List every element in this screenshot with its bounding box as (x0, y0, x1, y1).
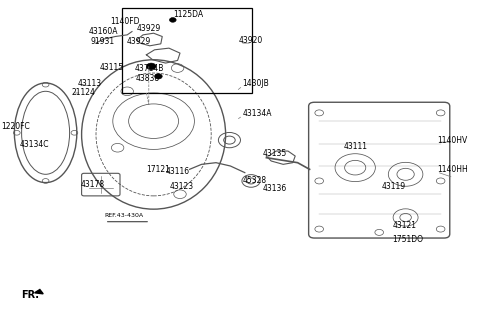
Text: 43178: 43178 (81, 180, 105, 190)
Text: 43119: 43119 (382, 182, 406, 192)
Text: 1751DO: 1751DO (393, 235, 424, 244)
Text: 43134C: 43134C (19, 140, 48, 149)
Text: 43920: 43920 (239, 36, 263, 45)
Text: 1140HV: 1140HV (437, 135, 467, 145)
Text: 43160A: 43160A (89, 27, 118, 36)
Text: 17121: 17121 (146, 165, 170, 175)
Text: 1140HH: 1140HH (437, 165, 468, 175)
Text: 43929: 43929 (126, 37, 151, 46)
Text: 43838: 43838 (135, 73, 159, 83)
Text: 43135: 43135 (263, 149, 288, 158)
Text: 1220FC: 1220FC (1, 122, 30, 131)
Bar (122, 8, 252, 93)
Text: 43714B: 43714B (134, 63, 164, 73)
Text: 43111: 43111 (343, 142, 367, 151)
Polygon shape (35, 290, 43, 294)
Text: 43929: 43929 (137, 24, 161, 33)
Circle shape (146, 63, 156, 70)
Text: 45328: 45328 (242, 176, 266, 186)
Text: 1125DA: 1125DA (173, 10, 203, 20)
Text: 21124: 21124 (71, 88, 95, 98)
Text: 43121: 43121 (393, 220, 417, 230)
Text: REF.43-430A: REF.43-430A (105, 213, 144, 218)
Text: 43136: 43136 (263, 184, 288, 193)
Text: 43134A: 43134A (242, 109, 272, 118)
Circle shape (169, 18, 176, 22)
Text: 43115: 43115 (99, 63, 123, 72)
Text: 43116: 43116 (166, 167, 190, 176)
Text: 1430JB: 1430JB (242, 79, 269, 88)
Text: 91931: 91931 (90, 37, 114, 46)
Text: 43113: 43113 (78, 79, 102, 88)
Text: 1140FD: 1140FD (110, 17, 140, 26)
Text: FR.: FR. (22, 290, 39, 300)
Text: 43123: 43123 (169, 182, 193, 191)
Circle shape (155, 74, 162, 79)
